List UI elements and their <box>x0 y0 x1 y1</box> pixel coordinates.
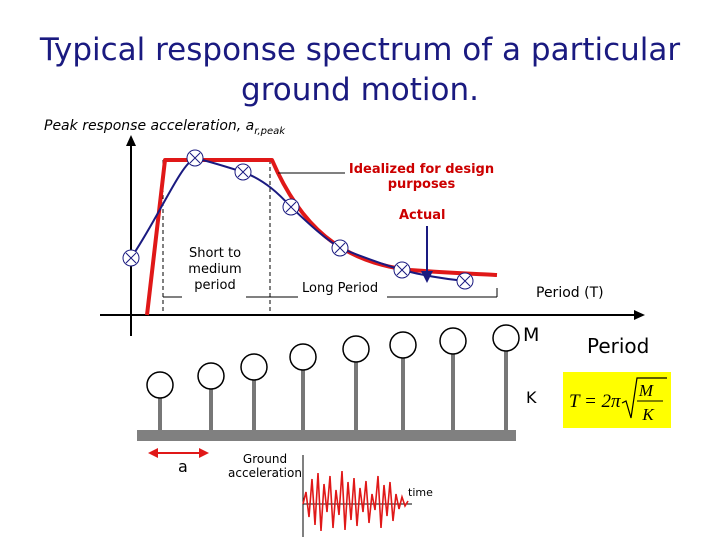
oscillator <box>342 335 370 430</box>
data-point-marker <box>122 249 140 267</box>
ground-base-plate <box>137 430 516 441</box>
idealized-label: Idealized for design purposes <box>344 162 499 192</box>
x-axis-label: Period (T) <box>536 285 604 301</box>
ground-accel-line-1: Ground <box>242 452 288 466</box>
formula-numerator: M <box>638 381 654 400</box>
title-line-1: Typical response spectrum of a particula… <box>39 32 681 68</box>
long-period-label: Long Period <box>302 281 379 296</box>
data-point-marker <box>186 149 204 167</box>
short-period-label: Short to medium period <box>182 246 248 294</box>
x-axis-arrowhead <box>634 310 645 320</box>
mass-label: M <box>523 324 540 346</box>
period-label: Period <box>587 334 650 358</box>
data-point-marker <box>456 272 474 290</box>
actual-label: Actual <box>399 208 446 223</box>
y-axis-arrowhead <box>126 135 136 146</box>
formula-lhs: T = 2π <box>569 391 621 412</box>
oscillator-set <box>146 324 520 430</box>
ground-accel-line-2: acceleration <box>228 466 302 480</box>
stiffness-label: K <box>526 388 537 407</box>
y-axis-label-text: Peak response acceleration, a <box>44 118 255 134</box>
oscillator <box>240 353 268 430</box>
ground-accel-label: Ground acceleration <box>225 452 305 480</box>
data-point-marker <box>393 261 411 279</box>
oscillator <box>439 327 467 430</box>
oscillator <box>197 362 225 430</box>
formula-radical <box>621 377 667 419</box>
oscillator <box>289 343 317 430</box>
oscillator <box>146 371 174 430</box>
time-label: time <box>408 486 433 499</box>
title-line-2: ground motion. <box>241 72 479 108</box>
oscillator <box>389 331 417 430</box>
y-axis-label-subscript: r,peak <box>254 125 286 137</box>
y-axis-label: Peak response acceleration, ar,peak <box>44 118 285 137</box>
formula-denominator: K <box>641 405 655 424</box>
spectrum-data-points <box>122 149 474 290</box>
data-point-marker <box>234 163 252 181</box>
idealized-label-line-2: purposes <box>387 177 456 192</box>
short-period-line-2: medium <box>188 262 242 277</box>
accelerogram-trace <box>302 470 409 532</box>
idealized-label-line-1: Idealized for design <box>348 162 495 177</box>
short-period-line-1: Short to <box>188 246 242 261</box>
ground-accel-arrowhead-left <box>148 448 158 458</box>
actual-pointer-arrowhead <box>421 271 433 283</box>
period-formula-graphic: T = 2π M K <box>569 377 667 424</box>
accel-symbol: a <box>178 457 188 476</box>
oscillator <box>492 324 520 430</box>
idealized-spectrum-curve <box>145 158 498 316</box>
short-period-line-3: period <box>194 278 236 293</box>
page-title: Typical response spectrum of a particula… <box>0 30 720 110</box>
ground-accel-arrowhead-right <box>199 448 209 458</box>
data-point-marker <box>282 198 300 216</box>
data-point-marker <box>331 239 349 257</box>
period-formula: T = 2π M K <box>563 372 671 428</box>
